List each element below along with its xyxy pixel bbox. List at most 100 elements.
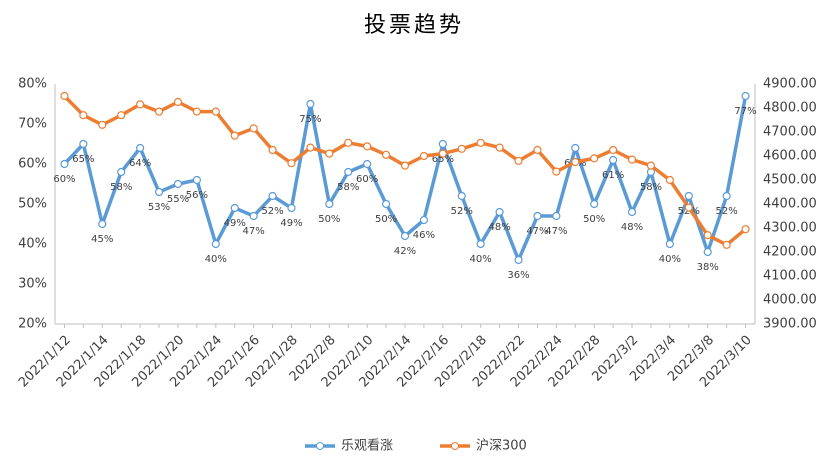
chart-title: 投票趋势: [364, 13, 464, 38]
point: [476, 239, 485, 249]
point: [552, 167, 561, 176]
legend-label: 乐观看涨: [341, 438, 393, 454]
point: [211, 239, 220, 249]
data-label: 48%: [488, 222, 510, 233]
point: [609, 145, 618, 155]
y2-tick-label: 4900.00: [763, 77, 817, 92]
point: [495, 207, 504, 217]
y2-tick-label: 4400.00: [763, 197, 817, 212]
point: [665, 175, 674, 185]
point: [249, 124, 258, 133]
data-label: 47%: [526, 226, 548, 237]
point: [287, 159, 296, 168]
data-label: 40%: [470, 254, 492, 265]
y-tick-label: 60%: [18, 157, 47, 172]
point: [419, 151, 429, 161]
point: [381, 199, 391, 209]
data-label: 48%: [621, 222, 643, 233]
data-label: 49%: [224, 218, 246, 229]
point: [419, 215, 429, 225]
point: [741, 91, 750, 101]
y2-tick-label: 4700.00: [763, 125, 817, 140]
point: [363, 159, 372, 169]
data-label: 58%: [110, 182, 132, 193]
point: [703, 231, 712, 240]
point: [98, 219, 107, 229]
point: [344, 167, 353, 177]
point: [457, 144, 466, 153]
y-tick-label: 40%: [18, 237, 47, 252]
point: [173, 179, 183, 189]
data-label: 58%: [640, 182, 662, 193]
point: [571, 157, 580, 167]
point: [722, 191, 731, 201]
point: [514, 156, 523, 165]
legend-marker: [451, 442, 459, 450]
point: [60, 159, 69, 169]
point: [552, 211, 561, 221]
point: [249, 211, 258, 221]
point: [533, 211, 542, 221]
y2-tick-label: 4600.00: [763, 149, 817, 164]
point: [268, 145, 277, 155]
y2-tick-label: 4200.00: [763, 245, 817, 260]
point: [306, 99, 315, 109]
data-label: 36%: [507, 270, 529, 281]
point: [438, 149, 447, 158]
point: [457, 191, 466, 201]
data-label: 65%: [72, 154, 94, 165]
point: [495, 143, 504, 152]
point: [722, 240, 731, 249]
point: [684, 203, 693, 212]
data-label: 60%: [356, 174, 378, 185]
point: [154, 187, 164, 197]
data-label: 40%: [205, 254, 227, 265]
point: [117, 111, 126, 120]
data-label: 64%: [129, 158, 151, 169]
data-label: 65%: [432, 154, 454, 165]
data-label: 47%: [545, 226, 567, 237]
y2-tick-label: 4300.00: [763, 221, 817, 236]
point: [268, 191, 277, 201]
y-tick-label: 70%: [18, 117, 47, 132]
data-label: 40%: [659, 254, 681, 265]
point: [590, 154, 599, 163]
point: [192, 107, 201, 116]
point: [590, 199, 599, 209]
point: [136, 100, 145, 109]
legend-label: 沪深300: [476, 438, 527, 454]
legend: 乐观看涨 沪深300: [305, 438, 527, 454]
legend-marker: [316, 442, 324, 450]
point: [60, 91, 69, 101]
y-tick-label: 30%: [18, 277, 47, 292]
data-label: 45%: [91, 234, 113, 245]
point: [627, 207, 637, 217]
data-label: 47%: [243, 226, 265, 237]
point: [287, 203, 296, 213]
data-label: 55%: [167, 194, 189, 205]
data-label: 52%: [451, 206, 473, 217]
point: [363, 142, 372, 151]
point: [230, 131, 239, 140]
y2-tick-label: 4500.00: [763, 173, 817, 188]
data-label: 38%: [697, 262, 719, 273]
data-label: 52%: [261, 206, 283, 217]
point: [571, 143, 580, 153]
y-tick-label: 20%: [18, 317, 47, 332]
point: [400, 161, 410, 170]
data-label: 61%: [602, 170, 624, 181]
data-label: 50%: [375, 214, 397, 225]
point: [514, 255, 523, 265]
series-line: [63, 94, 747, 247]
point: [400, 231, 410, 241]
point: [154, 107, 164, 116]
data-label: 53%: [148, 202, 170, 213]
y2-tick-label: 4800.00: [763, 101, 817, 116]
data-label: 49%: [280, 218, 302, 229]
data-label: 77%: [734, 106, 756, 117]
point: [98, 120, 107, 129]
y-tick-label: 50%: [18, 197, 47, 212]
y2-tick-label: 4000.00: [763, 293, 817, 308]
point: [344, 138, 353, 147]
point: [79, 111, 88, 120]
